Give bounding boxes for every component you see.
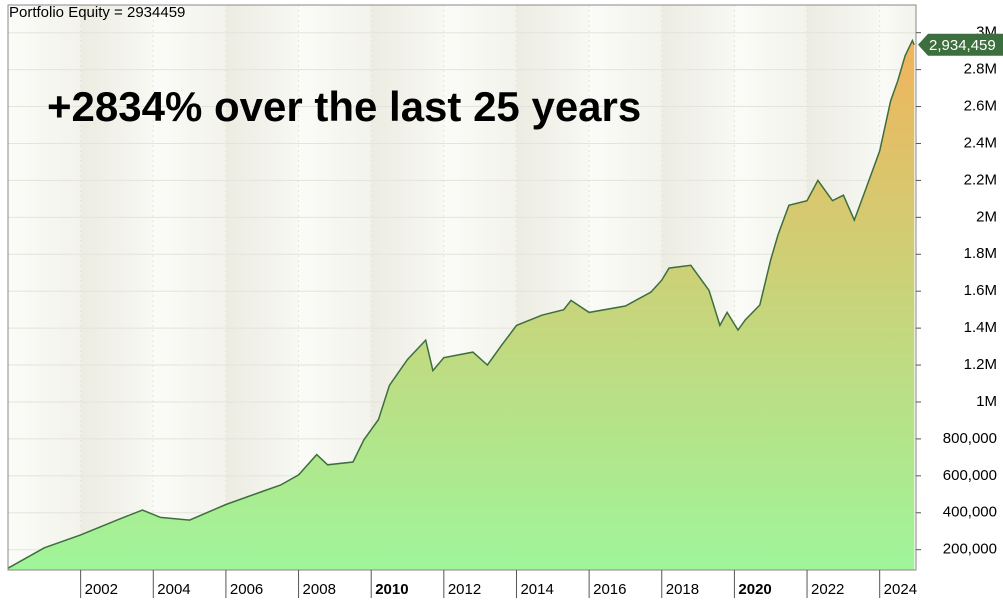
x-tick-label: 2010	[375, 581, 408, 598]
y-tick-label: 1M	[976, 393, 997, 410]
x-tick-label: 2012	[448, 581, 481, 598]
y-tick-label: 2M	[976, 208, 997, 225]
equity-line	[7, 38, 915, 569]
x-tick-label: 2016	[593, 581, 626, 598]
x-tick-label: 2014	[520, 581, 553, 598]
y-tick-label: 1.8M	[964, 245, 997, 262]
x-tick-label: 2008	[303, 581, 336, 598]
y-tick-label: 2.8M	[964, 61, 997, 78]
y-tick-label: 1.6M	[964, 282, 997, 299]
plot-frame	[7, 4, 917, 571]
last-value-label: 2,934,459	[929, 37, 996, 54]
equity-area	[8, 40, 915, 571]
y-tick-label: 1.2M	[964, 356, 997, 373]
y-tick-label: 2.6M	[964, 98, 997, 115]
x-tick-label: 2004	[157, 581, 190, 598]
y-tick-label: 800,000	[943, 430, 997, 447]
x-tick-label: 2018	[666, 581, 699, 598]
x-tick-label: 2006	[230, 581, 263, 598]
chart-title: Portfolio Equity = 2934459	[9, 4, 185, 21]
x-tick-label: 2020	[738, 581, 771, 598]
y-tick-label: 2.4M	[964, 134, 997, 151]
y-tick-label: 1.4M	[964, 319, 997, 336]
x-tick-label: 2022	[811, 581, 844, 598]
y-tick-label: 2.2M	[964, 171, 997, 188]
y-tick-label: 400,000	[943, 504, 997, 521]
y-tick-label: 200,000	[943, 541, 997, 558]
x-tick-label: 2002	[85, 581, 118, 598]
last-value-badge	[918, 33, 1003, 56]
x-tick-label: 2024	[884, 581, 917, 598]
annotation: +2834% over the last 25 years	[47, 83, 641, 130]
y-tick-label: 600,000	[943, 467, 997, 484]
